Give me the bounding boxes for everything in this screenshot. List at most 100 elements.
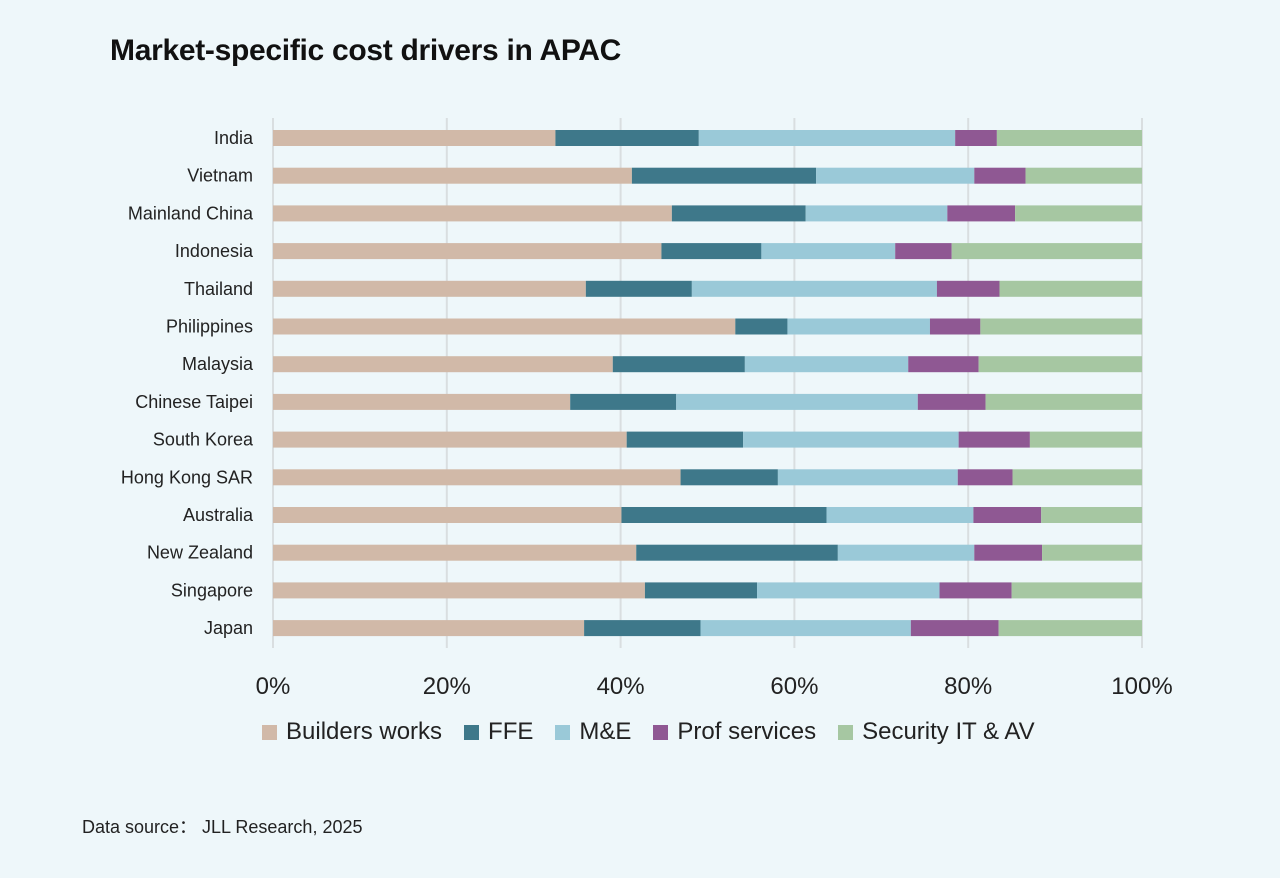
bar-segment [777, 469, 958, 486]
bar-segment [273, 167, 632, 184]
chart-legend: Builders works FFE M&E Prof services Securit… [262, 718, 1057, 746]
bar-segment [816, 167, 975, 184]
bar-segment [273, 507, 622, 523]
bar-segment [612, 356, 745, 373]
legend-label: Security IT & AV [862, 718, 1035, 745]
bar-segment [273, 431, 627, 448]
bar-segment [787, 318, 930, 335]
legend-item: Prof services [653, 718, 816, 746]
bar-segment [936, 280, 1000, 297]
chart-title: Market-specific cost drivers in APAC [110, 34, 622, 67]
bar-segment [1029, 431, 1142, 448]
bar-segment [676, 393, 918, 410]
x-tick-label: 20% [423, 673, 471, 700]
bar-segment [980, 318, 1142, 335]
bar-segment [908, 356, 979, 373]
bar-segment [570, 393, 677, 410]
legend-swatch [464, 724, 480, 740]
bar-segment [837, 544, 975, 561]
bar-segment [1025, 167, 1142, 184]
legend-item: Security IT & AV [838, 718, 1035, 746]
y-category-label: Japan [204, 618, 253, 638]
x-tick-label: 80% [944, 673, 992, 700]
bar-segment [555, 130, 699, 146]
legend-label: Builders works [286, 718, 443, 745]
bar-segment [974, 167, 1026, 184]
bar-segment [757, 582, 940, 599]
legend-swatch [653, 724, 669, 740]
y-category-label: Indonesia [175, 241, 254, 261]
bar-segment [974, 544, 1043, 561]
y-category-label: Vietnam [187, 166, 253, 186]
x-tick-label: 40% [597, 673, 645, 700]
bar-segment [273, 393, 571, 410]
bar-segment [805, 205, 948, 222]
bar-segment [626, 431, 744, 448]
legend-label: Prof services [677, 718, 817, 745]
bar-segment [273, 205, 672, 222]
y-category-label: South Korea [153, 430, 254, 450]
bar-segment [895, 243, 952, 260]
x-tick-label: 0% [256, 673, 291, 700]
y-category-label: Thailand [184, 279, 253, 299]
y-category-label: New Zealand [147, 543, 253, 563]
bar-segment [996, 130, 1142, 146]
legend-item: FFE [464, 718, 533, 746]
bar-segment [978, 356, 1142, 373]
bar-segment [985, 393, 1142, 410]
bar-segment [743, 431, 959, 448]
bar-segment [958, 431, 1030, 448]
bar-segment [955, 130, 997, 146]
bar-segment [671, 205, 806, 222]
bar-segment [636, 544, 838, 561]
bar-segment [273, 620, 585, 637]
bar-segment [585, 280, 692, 297]
bar-segment [973, 507, 1042, 523]
bar-segment [1042, 544, 1142, 561]
x-tick-label: 60% [770, 673, 818, 700]
y-category-label: Philippines [166, 317, 253, 337]
legend-label: M&E [579, 718, 632, 745]
y-category-label: Malaysia [182, 354, 254, 374]
bar-segment [273, 582, 645, 599]
bar-segment [631, 167, 817, 184]
bar-segment [273, 544, 637, 561]
legend-item: M&E [555, 718, 631, 746]
bar-segment [273, 243, 662, 260]
bar-segment [644, 582, 758, 599]
bar-segment [698, 130, 956, 146]
bar-segment [929, 318, 981, 335]
bar-segment [1011, 582, 1142, 599]
y-category-label: Chinese Taipei [135, 392, 253, 412]
data-source-note: Data source： JLL Research, 2025 [82, 817, 363, 837]
legend-swatch [555, 724, 571, 740]
bar-segment [273, 469, 681, 486]
bar-segment [744, 356, 909, 373]
bar-segment [999, 280, 1142, 297]
bar-segment [947, 205, 1016, 222]
bar-segment [761, 243, 896, 260]
legend-swatch [262, 724, 277, 740]
bar-segment [910, 620, 999, 637]
legend-item: Builders works [262, 718, 442, 746]
bar-segment [1041, 507, 1142, 523]
legend-swatch [838, 724, 854, 740]
y-category-label: Singapore [171, 580, 253, 600]
bar-segment [951, 243, 1142, 260]
y-category-label: Australia [183, 505, 254, 525]
y-category-label: Mainland China [128, 203, 254, 223]
bar-segment [735, 318, 788, 335]
bar-segment [584, 620, 701, 637]
y-category-label: India [214, 128, 254, 148]
x-tick-label: 100% [1111, 673, 1172, 700]
bar-segment [661, 243, 762, 260]
bar-segment [273, 130, 556, 146]
bar-segment [680, 469, 778, 486]
bar-segment [826, 507, 974, 523]
bar-segment [273, 280, 586, 297]
bar-segment [273, 356, 613, 373]
bar-segment [621, 507, 827, 523]
bar-segment [1015, 205, 1142, 222]
legend-label: FFE [488, 718, 534, 745]
bar-segment [957, 469, 1013, 486]
